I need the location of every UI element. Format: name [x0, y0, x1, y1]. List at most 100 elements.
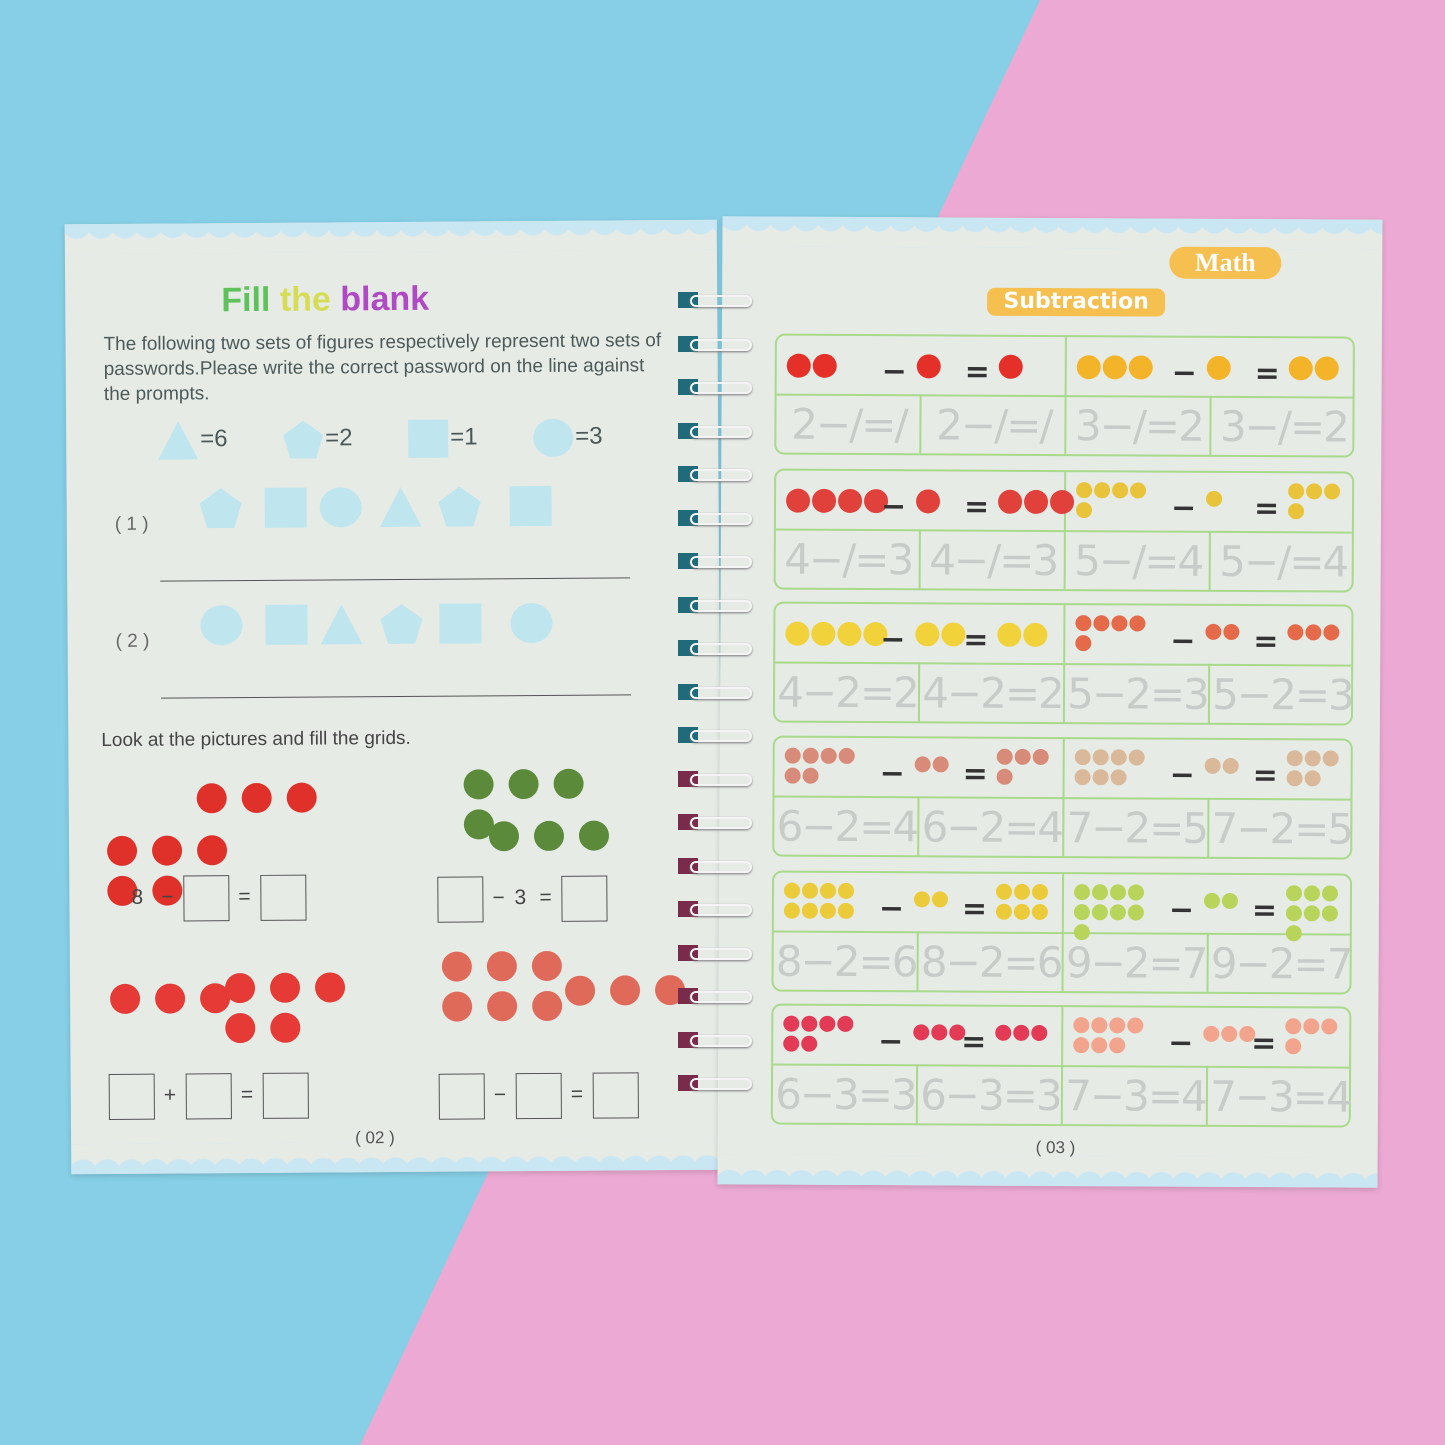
mushroom-icon: [486, 951, 517, 982]
picture-equation: − =: [776, 479, 1075, 525]
chick-icon: [1023, 622, 1048, 647]
number: 8: [131, 885, 144, 909]
bird-icon: [1205, 623, 1222, 640]
pineapple-icon: [1094, 482, 1111, 499]
exercise-row: − = − = 4−2=2 4−2=2 5−2=3 5−2=3: [772, 601, 1354, 726]
cat-icon: [1286, 770, 1303, 787]
chick-icon: [785, 621, 810, 646]
hen-icon: [996, 748, 1013, 765]
wire-loop: [690, 643, 752, 655]
cat-icon: [1304, 750, 1321, 767]
mushroom-icon: [487, 991, 518, 1022]
wire-loop: [690, 773, 752, 786]
minus-sign: −: [1171, 355, 1197, 391]
wire-loop: [690, 817, 752, 829]
tracing-cell: 6−2=4: [921, 802, 1063, 853]
picture-equation: − =: [1067, 345, 1357, 391]
tracing-cell: 7−3=4: [1065, 1071, 1206, 1121]
equals-sign: =: [1252, 758, 1278, 794]
strawberry-icon: [225, 1012, 256, 1044]
tracing-cell: 4−/=3: [929, 535, 1058, 586]
square-icon: [439, 603, 482, 644]
cat-icon: [1074, 769, 1091, 786]
key-value: =6: [200, 425, 228, 453]
minus-sign: −: [1170, 490, 1197, 526]
strawberry-icon: [109, 983, 141, 1014]
pear-icon: [1303, 885, 1321, 902]
pineapple-icon: [1076, 482, 1093, 499]
pineapple-icon: [1287, 503, 1305, 520]
hen-icon: [784, 747, 801, 764]
equals-sign: =: [961, 891, 988, 927]
peach-icon: [1221, 1025, 1238, 1042]
pear-icon: [1091, 904, 1108, 921]
pear-icon: [1285, 905, 1302, 922]
picture-equation: − =: [775, 612, 1065, 658]
page-number: ( 02 ): [355, 1128, 395, 1148]
equals-sign: =: [961, 1024, 987, 1060]
instructions: The following two sets of figures respec…: [103, 330, 662, 406]
strawberry-icon: [314, 972, 346, 1003]
cat-icon: [1110, 749, 1127, 766]
wire-loop: [690, 599, 752, 612]
pear-icon: [1127, 904, 1144, 921]
bird-icon: [1287, 624, 1304, 641]
exercise-row: − = − = 8−2=6 8−2=6 9−2=7 9−2=7: [771, 870, 1353, 995]
spiral-ring: [678, 335, 754, 354]
orange-icon: [1102, 355, 1127, 380]
dragon-fruit-icon: [995, 1024, 1012, 1041]
grid-instruction: Look at the pictures and fill the grids.: [101, 727, 411, 752]
tracing-cell: 9−2=7: [1065, 938, 1207, 988]
peach-icon: [1303, 1018, 1320, 1035]
mango-icon: [783, 882, 801, 899]
hen-icon: [784, 767, 801, 784]
tracing-cell: 6−2=4: [776, 801, 918, 852]
scallop-border: [722, 216, 1383, 250]
mango-icon: [819, 882, 837, 899]
peach-icon: [1285, 1018, 1302, 1035]
watermelon-icon: [533, 820, 565, 852]
answer-box: [561, 875, 608, 922]
answer-box: [437, 876, 484, 923]
pear-icon: [1285, 885, 1303, 902]
spiral-ring: [678, 509, 754, 528]
tracing-cell: 7−2=5: [1211, 803, 1353, 854]
tracing-cell: 8−2=6: [920, 937, 1062, 988]
triangle-icon: [158, 421, 198, 459]
spiral-ring: [678, 944, 754, 963]
mushroom-icon: [609, 975, 641, 1006]
mushroom-icon: [442, 991, 473, 1022]
pineapple-icon: [1206, 490, 1223, 507]
spiral-ring: [678, 422, 754, 441]
peach-icon: [1285, 1038, 1302, 1055]
apple-icon: [998, 354, 1023, 379]
wire-loop: [690, 512, 752, 525]
title-word: blank: [340, 279, 430, 319]
bird-icon: [1075, 615, 1092, 632]
answer-box: [262, 1072, 309, 1119]
cat-icon: [1110, 769, 1127, 786]
wire-loop: [690, 904, 752, 916]
dragon-fruit-icon: [783, 1035, 800, 1052]
mango-icon: [1031, 903, 1048, 920]
left-page: Fill the blank The following two sets of…: [64, 219, 724, 1175]
watermelon-icon: [578, 820, 610, 851]
square-icon: [509, 485, 552, 527]
subject-badge: Math: [1169, 246, 1282, 280]
wire-loop: [690, 425, 752, 438]
mushroom-icon: [531, 950, 562, 982]
picture-equation: − =: [777, 344, 1067, 390]
hen-icon: [1014, 748, 1031, 765]
tracing-cell: 9−2=7: [1210, 938, 1352, 989]
mango-icon: [783, 902, 800, 919]
answer-box: [438, 1073, 485, 1120]
orange-icon: [1128, 355, 1153, 380]
spiral-ring: [678, 988, 754, 1006]
wire-loop: [690, 295, 752, 307]
dragon-fruit-icon: [1013, 1024, 1030, 1041]
pear-icon: [1321, 905, 1338, 922]
bird-icon: [1323, 624, 1340, 641]
tracing-cell: 4−2=2: [777, 667, 918, 718]
strawberry-icon: [785, 488, 811, 513]
spiral-ring: [678, 292, 754, 310]
